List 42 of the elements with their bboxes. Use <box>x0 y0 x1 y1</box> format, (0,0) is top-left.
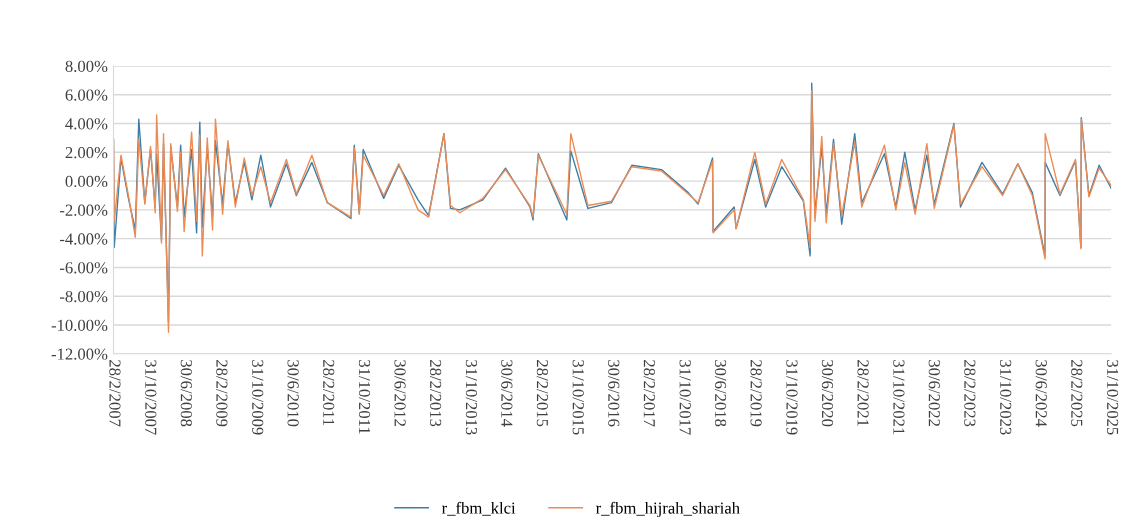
y-tick-label: 6.00% <box>65 89 108 101</box>
y-tick-label: -8.00% <box>59 290 108 303</box>
x-tick-label: 31/10/2021 <box>893 360 905 435</box>
x-tick-label: 30/6/2016 <box>608 360 620 427</box>
y-tick-label: -4.00% <box>59 233 108 245</box>
y-tick-label: -6.00% <box>59 262 108 274</box>
x-tick-label: 28/2/2011 <box>323 360 335 426</box>
x-tick-label: 28/2/2009 <box>216 360 228 427</box>
x-tick-label: 28/2/2017 <box>643 360 655 427</box>
x-tick-label: 30/6/2008 <box>180 360 192 427</box>
x-tick-label: 30/6/2012 <box>394 360 406 427</box>
x-tick-label: 31/10/2025 <box>1106 360 1119 435</box>
x-tick-label: 31/10/2023 <box>1000 360 1012 435</box>
x-tick-label: 31/10/2011 <box>358 360 371 434</box>
x-tick-label: 28/2/2015 <box>536 360 549 427</box>
y-tick-label: -10.00% <box>51 319 108 332</box>
x-tick-label: 31/10/2017 <box>679 360 691 435</box>
x-tick-label: 28/2/2025 <box>1071 360 1083 427</box>
x-tick-label: 31/10/2007 <box>145 360 157 435</box>
x-tick-label: 28/2/2013 <box>429 360 442 427</box>
x-tick-label: 31/10/2013 <box>465 360 478 435</box>
x-tick-label: 31/10/2009 <box>252 360 264 435</box>
x-tick-label: 28/2/2019 <box>750 360 762 427</box>
x-tick-label: 28/2/2021 <box>857 360 869 426</box>
x-tick-label: 31/10/2015 <box>572 360 584 435</box>
legend-label: r_fbm_hijrah_shariah <box>595 501 740 518</box>
y-tick-label: 4.00% <box>65 118 108 130</box>
x-tick-label: 28/2/2023 <box>964 360 976 427</box>
y-tick-label: -12.00% <box>51 348 108 360</box>
x-tick-label: 31/10/2019 <box>786 360 798 435</box>
y-tick-label: -2.00% <box>59 204 108 216</box>
x-tick-label: 30/6/2010 <box>287 360 299 427</box>
y-tick-label: 2.00% <box>65 147 108 159</box>
x-tick-label: 30/6/2020 <box>821 360 834 427</box>
legend-label: r_fbm_klci <box>441 501 516 516</box>
x-tick-label: 30/6/2018 <box>714 360 727 427</box>
x-tick-label: 28/2/2007 <box>109 360 121 427</box>
x-tick-label: 30/6/2022 <box>928 360 940 427</box>
y-tick-label: 8.00% <box>65 60 108 72</box>
x-tick-label: 30/6/2014 <box>501 360 513 427</box>
x-tick-label: 30/6/2024 <box>1035 360 1047 427</box>
y-tick-label: 0.00% <box>65 175 108 188</box>
